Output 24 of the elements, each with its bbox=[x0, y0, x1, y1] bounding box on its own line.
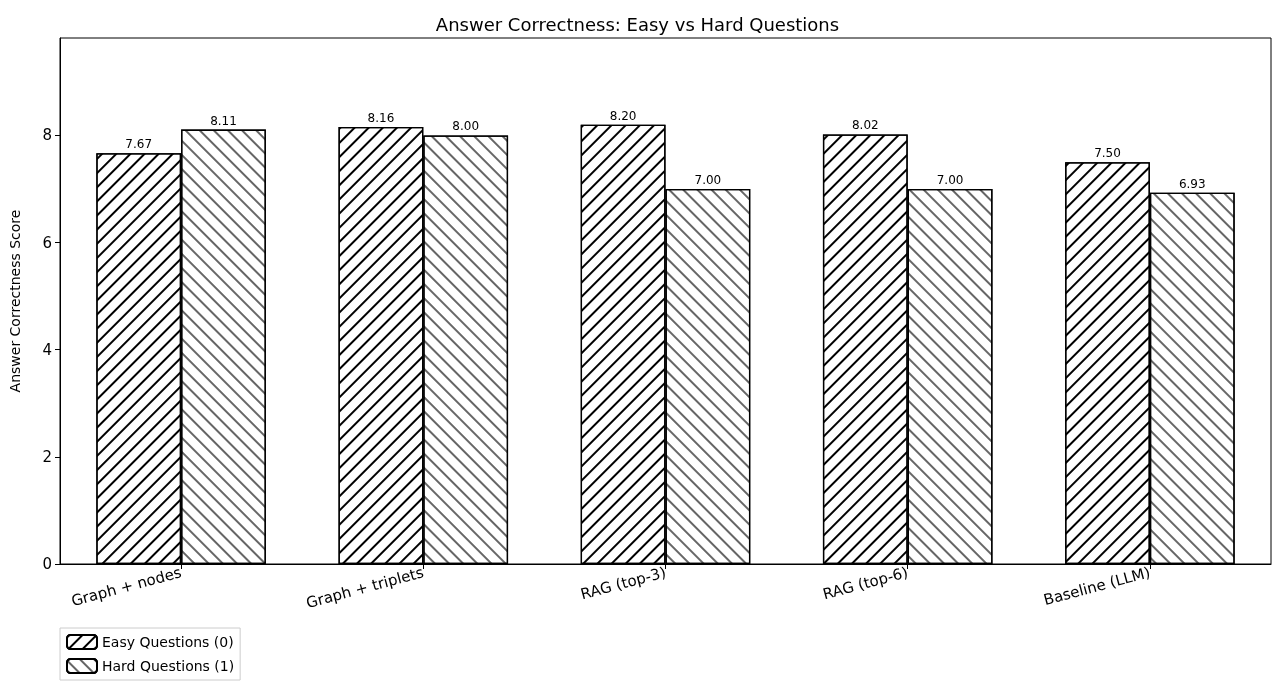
legend-label: Easy Questions (0) bbox=[102, 634, 234, 650]
y-tick-label: 4 bbox=[42, 340, 52, 359]
data-label: 7.00 bbox=[694, 173, 722, 188]
data-label: 8.11 bbox=[210, 113, 237, 128]
data-label: 7.50 bbox=[1094, 146, 1121, 161]
data-label: 7.00 bbox=[936, 173, 964, 188]
y-axis-title: Answer Correctness Score bbox=[7, 209, 23, 393]
data-label: 6.93 bbox=[1178, 176, 1206, 191]
data-label: 8.02 bbox=[851, 118, 879, 133]
chart-title: Answer Correctness: Easy vs Hard Questions bbox=[435, 13, 840, 35]
data-label: 8.16 bbox=[367, 110, 395, 125]
y-tick-label: 0 bbox=[42, 555, 52, 573]
data-label: 8.20 bbox=[609, 108, 637, 123]
x-tick-label: RAG (top-3) bbox=[578, 563, 668, 604]
x-tick-label: RAG (top-6) bbox=[820, 563, 911, 604]
y-tick-label: 6 bbox=[42, 233, 52, 252]
x-tick-label: Graph + nodes bbox=[69, 563, 184, 611]
data-label: 8.00 bbox=[452, 119, 480, 134]
y-tick-label: 2 bbox=[42, 447, 52, 466]
data-label: 7.67 bbox=[125, 137, 153, 152]
legend-label: Hard Questions (1) bbox=[102, 658, 235, 674]
y-tick-label: 8 bbox=[42, 126, 52, 145]
x-tick-label: Graph + triplets bbox=[304, 563, 426, 613]
x-tick-label: Baseline (LLM) bbox=[1041, 563, 1153, 610]
